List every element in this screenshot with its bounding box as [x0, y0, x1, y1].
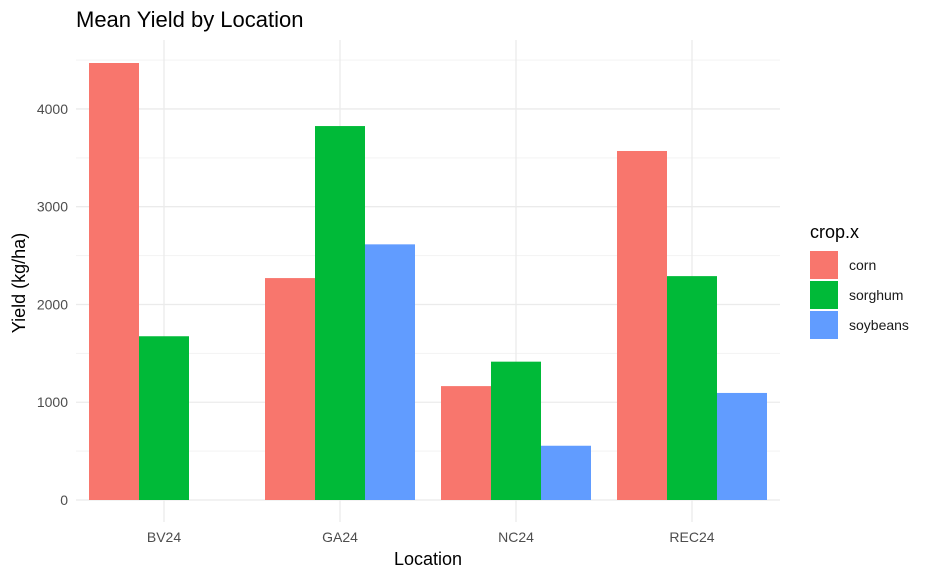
bar-corn-nc24 [441, 386, 491, 500]
x-tick-label: REC24 [669, 529, 714, 545]
bar-sorghum-bv24 [139, 336, 189, 500]
legend-label-sorghum: sorghum [849, 287, 903, 303]
chart-title: Mean Yield by Location [76, 7, 304, 32]
bar-sorghum-ga24 [315, 126, 365, 501]
x-tick-label: GA24 [322, 529, 358, 545]
x-tick-label: NC24 [498, 529, 534, 545]
y-tick-label: 0 [60, 492, 68, 508]
bar-corn-ga24 [265, 278, 315, 500]
legend-key-soybeans [810, 311, 838, 339]
y-tick-label: 4000 [37, 101, 68, 117]
x-axis-title: Location [394, 549, 462, 569]
legend-key-sorghum [810, 281, 838, 309]
bar-sorghum-rec24 [667, 276, 717, 500]
y-tick-label: 3000 [37, 199, 68, 215]
bar-soybeans-nc24 [541, 445, 591, 500]
y-axis: 0 1000 2000 3000 4000 [37, 101, 68, 508]
x-axis: BV24 GA24 NC24 REC24 [147, 529, 715, 545]
legend-label-corn: corn [849, 257, 876, 273]
bar-corn-bv24 [89, 63, 139, 500]
legend-key-corn [810, 251, 838, 279]
y-axis-title: Yield (kg/ha) [9, 233, 29, 333]
legend: crop.x corn sorghum soybeans [810, 222, 909, 339]
bar-soybeans-ga24 [365, 244, 415, 500]
bar-corn-rec24 [617, 150, 667, 500]
bar-sorghum-nc24 [491, 361, 541, 500]
legend-title: crop.x [810, 222, 859, 242]
bars [89, 63, 767, 501]
y-tick-label: 2000 [37, 296, 68, 312]
legend-label-soybeans: soybeans [849, 317, 909, 333]
x-tick-label: BV24 [147, 529, 181, 545]
bar-soybeans-rec24 [717, 392, 767, 500]
y-tick-label: 1000 [37, 394, 68, 410]
